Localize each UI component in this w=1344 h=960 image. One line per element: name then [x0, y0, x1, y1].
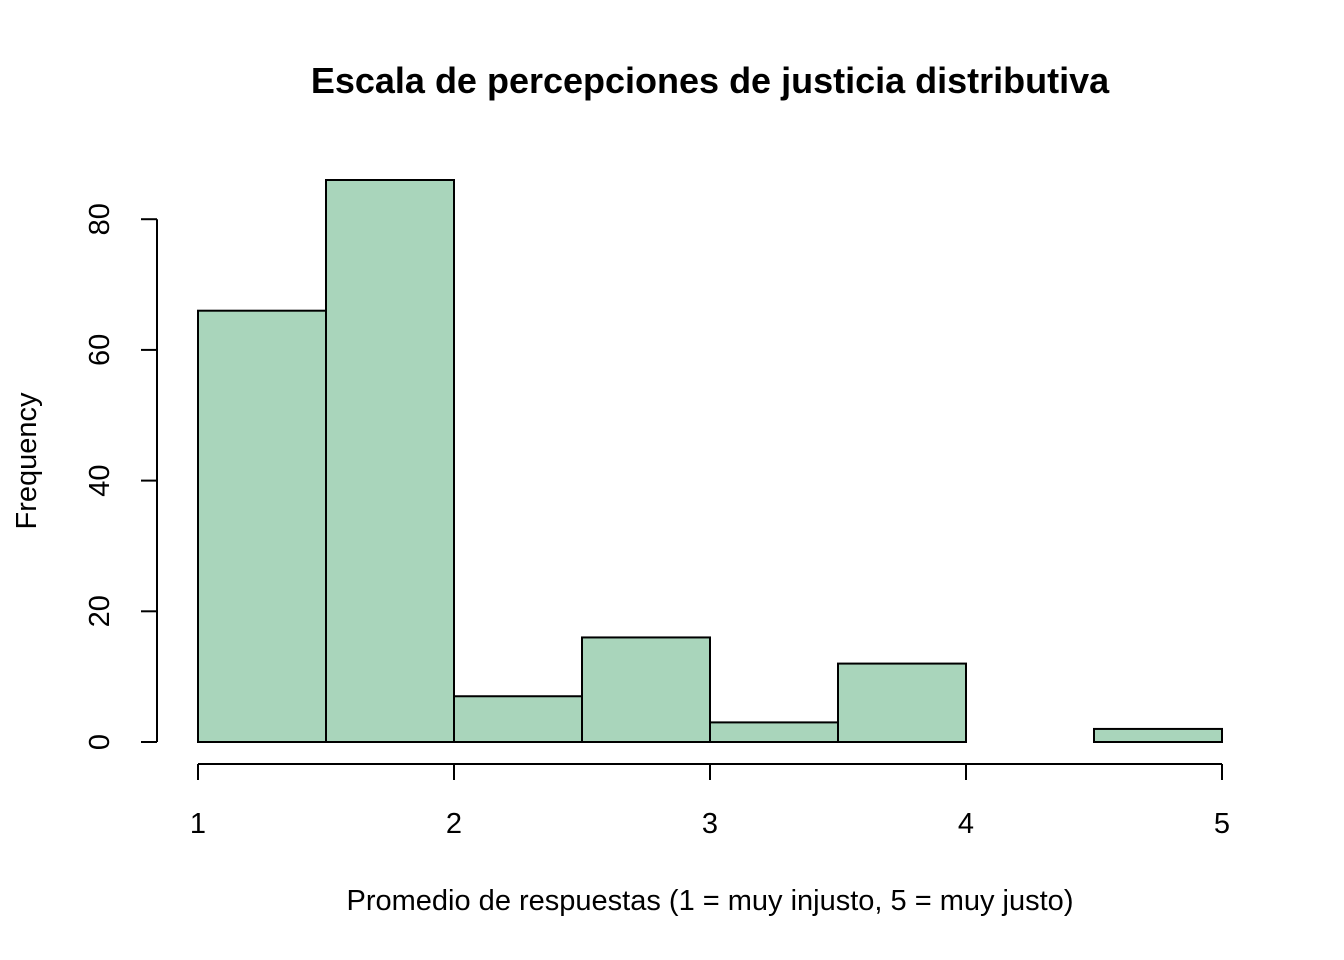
- histogram-bar-0: [197, 309, 327, 743]
- x-tick-label-2: 3: [702, 808, 718, 840]
- x-tick-label-4: 5: [1214, 808, 1230, 840]
- y-tick-label-3: 60: [84, 334, 116, 366]
- bars-group: [197, 179, 1223, 744]
- histogram-bar-2: [453, 695, 583, 743]
- x-tick-label-0: 1: [190, 808, 206, 840]
- x-tick-label-1: 2: [446, 808, 462, 840]
- histogram-bar-3: [581, 636, 711, 743]
- y-axis-label: Frequency: [11, 392, 43, 530]
- histogram-bar-5: [837, 662, 967, 744]
- y-axis: 0 20 40 60 80: [84, 203, 158, 750]
- x-axis: 1 2 3 4 5: [190, 763, 1230, 840]
- histogram-bar-1: [325, 179, 455, 743]
- histogram-bar-4: [709, 721, 839, 743]
- x-axis-label: Promedio de respuestas (1 = muy injusto,…: [347, 885, 1074, 917]
- x-tick-label-3: 4: [958, 808, 974, 840]
- y-tick-label-1: 20: [84, 595, 116, 627]
- y-tick-label-4: 80: [84, 203, 116, 235]
- histogram-bar-7: [1093, 727, 1223, 744]
- chart-title: Escala de percepciones de justicia distr…: [311, 60, 1110, 101]
- y-tick-label-0: 0: [84, 734, 116, 750]
- y-tick-label-2: 40: [84, 464, 116, 496]
